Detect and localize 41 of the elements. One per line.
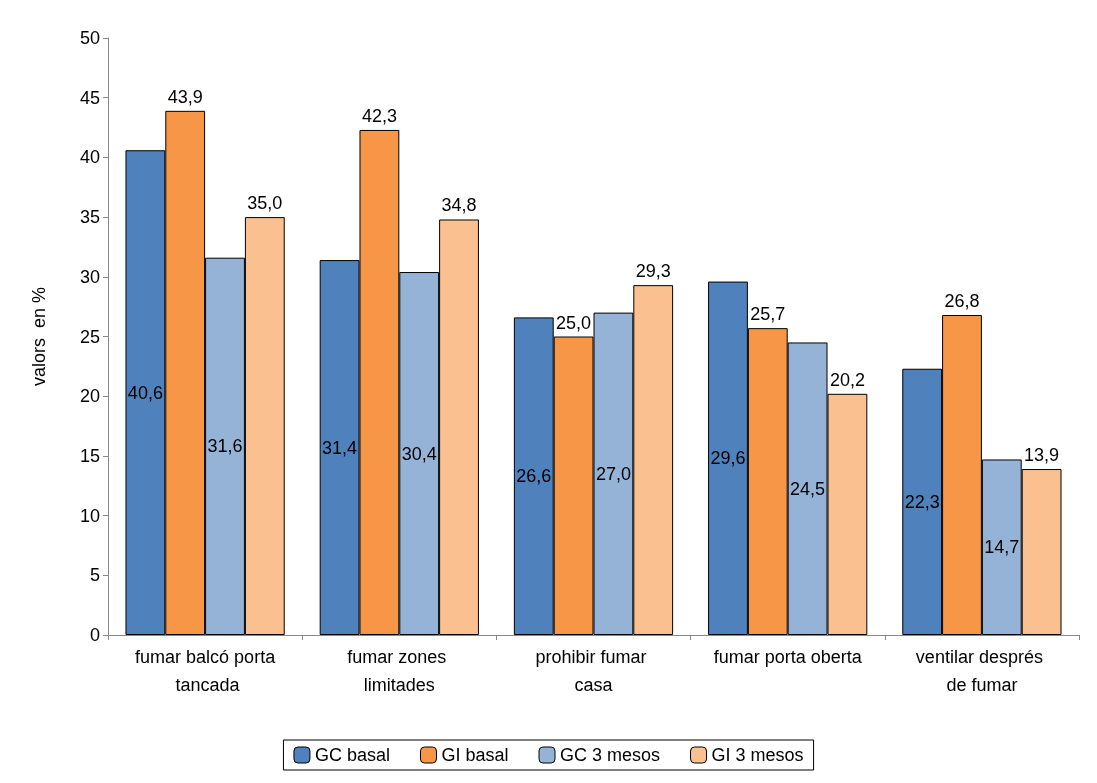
- legend-label: GC basal: [314, 745, 390, 765]
- data-label: 26,6: [516, 466, 552, 487]
- y-tick-label: 20: [79, 386, 100, 407]
- y-tick-label: 45: [79, 87, 100, 108]
- y-tick-label: 35: [79, 207, 100, 228]
- data-label: 30,4: [401, 443, 437, 464]
- y-tick-label: 50: [79, 28, 100, 48]
- x-tick-label: fumar balcó porta tancada: [135, 647, 277, 695]
- y-axis-title: valors en %: [29, 286, 49, 387]
- y-tick-label: 15: [79, 445, 100, 466]
- data-label: 29,3: [635, 261, 671, 282]
- data-label: 26,8: [944, 291, 980, 312]
- data-label: 24,5: [790, 478, 826, 499]
- y-tick-label: 5: [89, 565, 100, 586]
- x-tick-label: fumar porta oberta: [713, 647, 863, 667]
- data-label: 25,7: [750, 304, 786, 325]
- data-label: 31,6: [207, 436, 243, 457]
- x-tick-label: prohibir fumar casa: [535, 647, 652, 695]
- data-label: 27,0: [595, 463, 631, 484]
- x-tick-label: ventilar després de fumar: [915, 647, 1048, 695]
- data-label: 34,8: [441, 195, 477, 216]
- data-label: 14,7: [984, 537, 1020, 558]
- legend-label: GC 3 mesos: [560, 745, 661, 765]
- data-label: 20,2: [829, 369, 865, 390]
- y-tick-label: 10: [79, 505, 100, 526]
- x-tick-label: fumar zones limitades: [347, 647, 452, 695]
- y-tick-label: 0: [89, 625, 100, 645]
- data-label: 35,0: [247, 193, 283, 214]
- data-label: 13,9: [1024, 445, 1060, 466]
- y-tick-label: 25: [79, 326, 100, 347]
- data-label: 29,6: [710, 448, 746, 469]
- data-label: 31,4: [322, 437, 358, 458]
- data-label: 42,3: [361, 105, 397, 126]
- data-label: 25,0: [556, 312, 592, 333]
- legend-label: GI 3 mesos: [711, 745, 804, 765]
- data-label: 22,3: [904, 491, 940, 512]
- y-tick-label: 30: [79, 266, 100, 287]
- data-label: 43,9: [167, 86, 203, 107]
- data-label: 40,6: [127, 382, 163, 403]
- y-tick-label: 40: [79, 147, 100, 168]
- legend-label: GI basal: [441, 745, 509, 765]
